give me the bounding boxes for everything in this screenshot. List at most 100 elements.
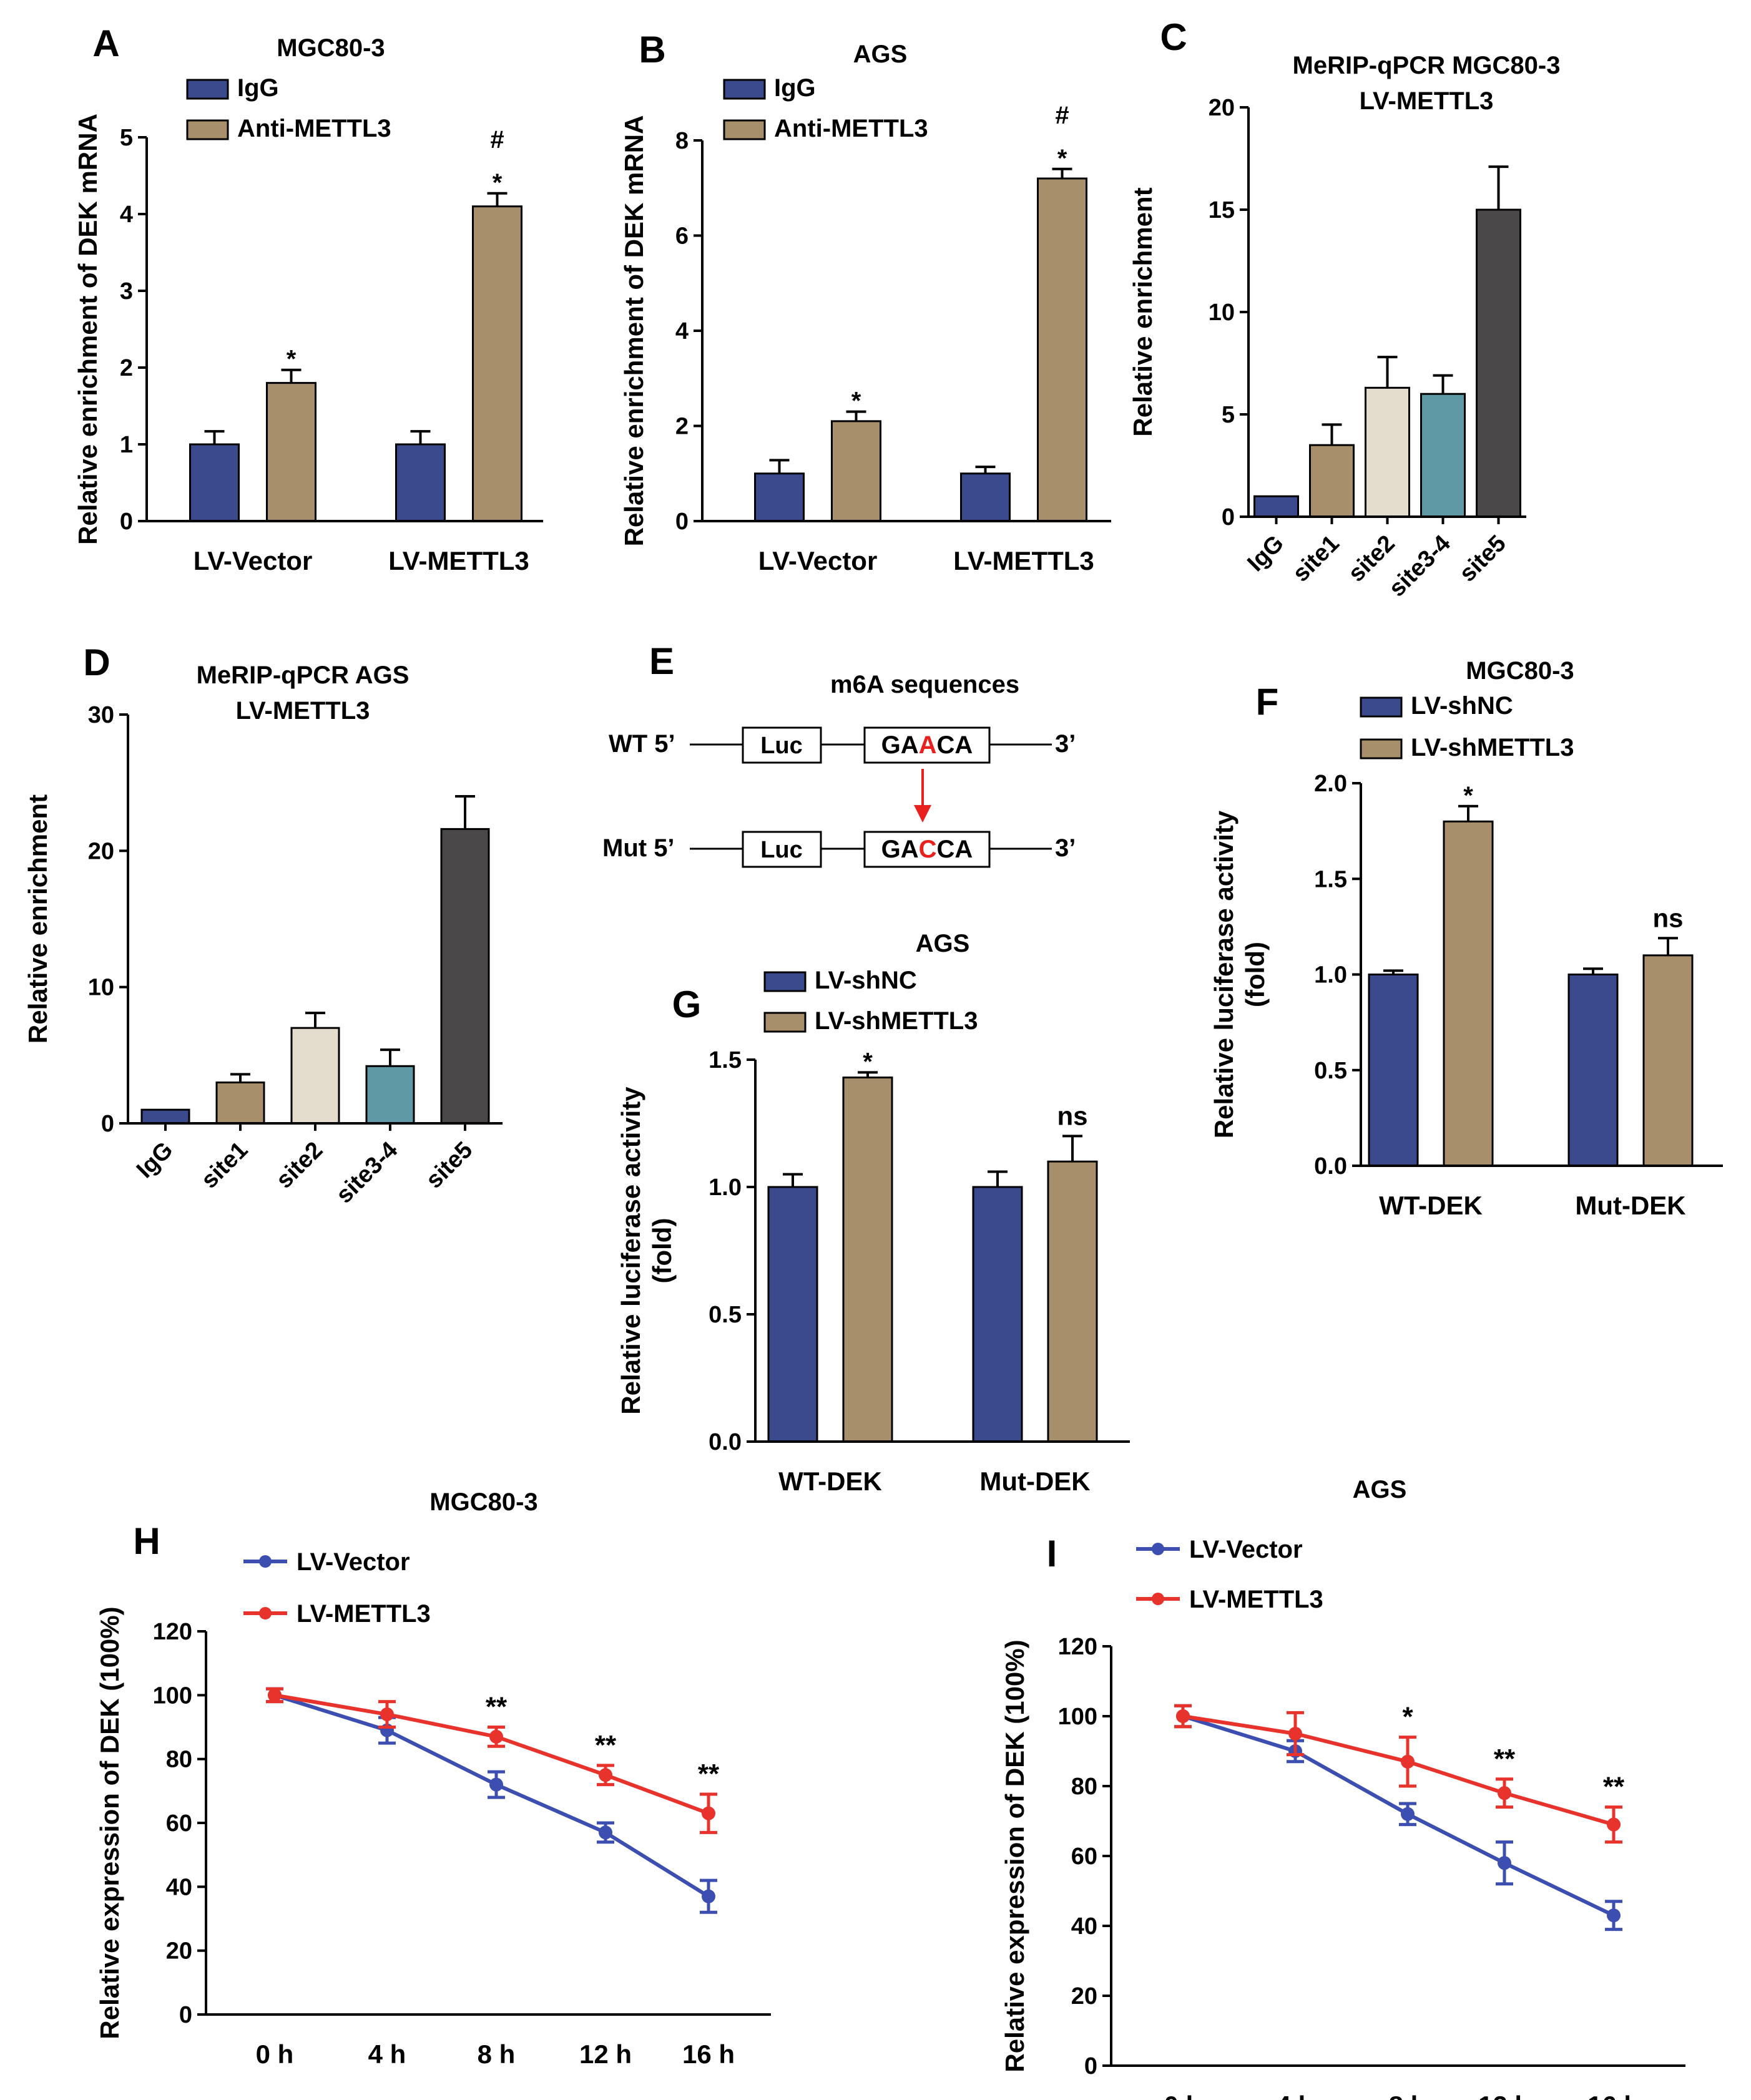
y-tick-label: 0.5 [1314, 1058, 1347, 1084]
significance-mark: ** [1603, 1772, 1625, 1802]
legend-label: LV-shMETTL3 [815, 1007, 978, 1035]
x-tick-label: site3-4 [331, 1137, 403, 1209]
x-tick-label: IgG [1242, 530, 1288, 577]
y-tick-label: 8 [675, 128, 689, 154]
y-tick-label: 20 [1209, 95, 1235, 121]
x-tick-label: LV-Vector [758, 546, 878, 575]
panel-label-f: F [1256, 681, 1279, 723]
wt-prefix: WT 5’ [609, 730, 675, 758]
significance-mark: # [1055, 102, 1069, 129]
x-tick-label: 12 h [579, 2039, 632, 2069]
y-tick-label: 0 [179, 2002, 192, 2028]
mut-luc-box [742, 831, 822, 868]
legend-swatch [723, 119, 766, 140]
legend-label: LV-Vector [1189, 1536, 1303, 1563]
chart-title: AGS [916, 930, 970, 957]
legend-label: IgG [774, 74, 816, 102]
chart-subtitle: LV-METTL3 [1360, 87, 1494, 115]
mutation-arrowhead [914, 805, 931, 823]
x-tick-label: LV-METTL3 [388, 546, 529, 575]
bar [215, 1082, 265, 1125]
legend-label: LV-METTL3 [297, 1600, 431, 1628]
y-tick-label: 40 [166, 1874, 192, 1900]
chart-title: MGC80-3 [429, 1488, 537, 1516]
x-tick-label: 12 h [1478, 2091, 1531, 2100]
x-tick-label: 16 h [682, 2039, 735, 2069]
legend-label: IgG [237, 74, 279, 102]
data-point [1401, 1807, 1415, 1821]
chart-panel-d: D MeRIP-qPCR AGS LV-METTL3 0 10 20 30 Relative … [23, 642, 503, 1209]
y-tick-label: 3 [120, 278, 133, 305]
y-tick-label: 0 [120, 509, 133, 535]
y-tick-label: 20 [1071, 1983, 1097, 2010]
legend-marker [1152, 1543, 1164, 1555]
legend-label: Anti-METTL3 [774, 115, 928, 142]
y-tick-label: 1.5 [709, 1047, 742, 1073]
panel-label-d: D [83, 642, 110, 683]
data-point [268, 1688, 282, 1702]
bar [266, 382, 316, 522]
x-tick-label: 8 h [1389, 2091, 1427, 2100]
significance-mark: ** [1494, 1744, 1516, 1774]
bar [1420, 393, 1466, 518]
x-tick-label: site1 [1288, 530, 1345, 587]
chart-title: AGS [853, 41, 908, 68]
chart-panel-i: I AGS LV-Vector LV-METTL3 0 20 40 60 80 100 120 Rel… [1000, 1476, 1685, 2100]
y-tick-label: 0 [675, 509, 689, 535]
bar [395, 443, 446, 522]
x-tick-label: 8 h [478, 2039, 516, 2069]
x-tick-label: 4 h [1277, 2091, 1315, 2100]
bar [440, 828, 490, 1125]
x-tick-label: LV-METTL3 [953, 546, 1094, 575]
panel-label-a: A [92, 22, 119, 64]
data-point [1607, 1908, 1621, 1923]
data-point [489, 1729, 503, 1744]
bar [1365, 386, 1410, 518]
y-axis-label: Relative enrichment of DEK mRNA [73, 114, 102, 545]
y-tick-label: 100 [1058, 1704, 1097, 1730]
y-tick-label: 2.0 [1314, 771, 1347, 797]
bar [472, 205, 522, 522]
bar [1047, 1160, 1098, 1443]
x-tick-label: WT-DEK [778, 1467, 882, 1496]
significance-mark: ns [1652, 903, 1683, 932]
x-tick-label: 4 h [368, 2039, 406, 2069]
y-tick-label: 20 [166, 1938, 192, 1965]
bar [960, 472, 1011, 522]
chart-panel-a: A MGC80-3 IgG Anti-METTL3 0 1 2 3 4 5 Relative enr… [73, 22, 543, 575]
data-point [1498, 1856, 1511, 1870]
x-tick-label: Mut-DEK [1575, 1191, 1685, 1220]
legend-marker [259, 1555, 272, 1568]
y-tick-label: 80 [1071, 1774, 1097, 1800]
data-point [380, 1707, 394, 1722]
y-tick-label: 120 [1058, 1634, 1097, 1660]
data-point [1498, 1786, 1511, 1800]
y-tick-label: 15 [1209, 197, 1235, 223]
panel-e-schematic: E m6A sequences WT 5’ Luc GAACA 3’ Mut 5… [602, 640, 1076, 868]
bar [290, 1027, 340, 1125]
y-tick-label: 60 [1071, 1844, 1097, 1870]
bar [1309, 444, 1355, 518]
x-tick-label: site3-4 [1384, 530, 1456, 602]
significance-mark: * [851, 388, 861, 415]
y-tick-label: 30 [88, 702, 114, 728]
y-tick-label: 0.0 [709, 1429, 742, 1455]
y-tick-label: 100 [153, 1682, 192, 1709]
panel-label-c: C [1160, 16, 1187, 58]
legend-label: LV-shMETTL3 [1411, 734, 1574, 761]
legend-swatch [186, 79, 229, 100]
significance-mark: * [493, 169, 503, 197]
y-tick-label: 0 [1084, 2053, 1097, 2079]
y-tick-label: 5 [120, 125, 133, 151]
legend-label: LV-METTL3 [1189, 1586, 1323, 1613]
x-tick-label: LV-Vector [194, 546, 313, 575]
data-point [1176, 1709, 1190, 1723]
significance-mark: ** [698, 1759, 720, 1789]
significance-mark: * [1402, 1702, 1413, 1732]
x-tick-label: 0 h [1164, 2091, 1202, 2100]
y-tick-label: 0 [1222, 504, 1235, 530]
y-tick-label: 1 [120, 432, 133, 458]
y-tick-label: 20 [88, 838, 114, 864]
x-tick-label: IgG [132, 1137, 178, 1183]
chart-title: MGC80-3 [1466, 657, 1574, 685]
